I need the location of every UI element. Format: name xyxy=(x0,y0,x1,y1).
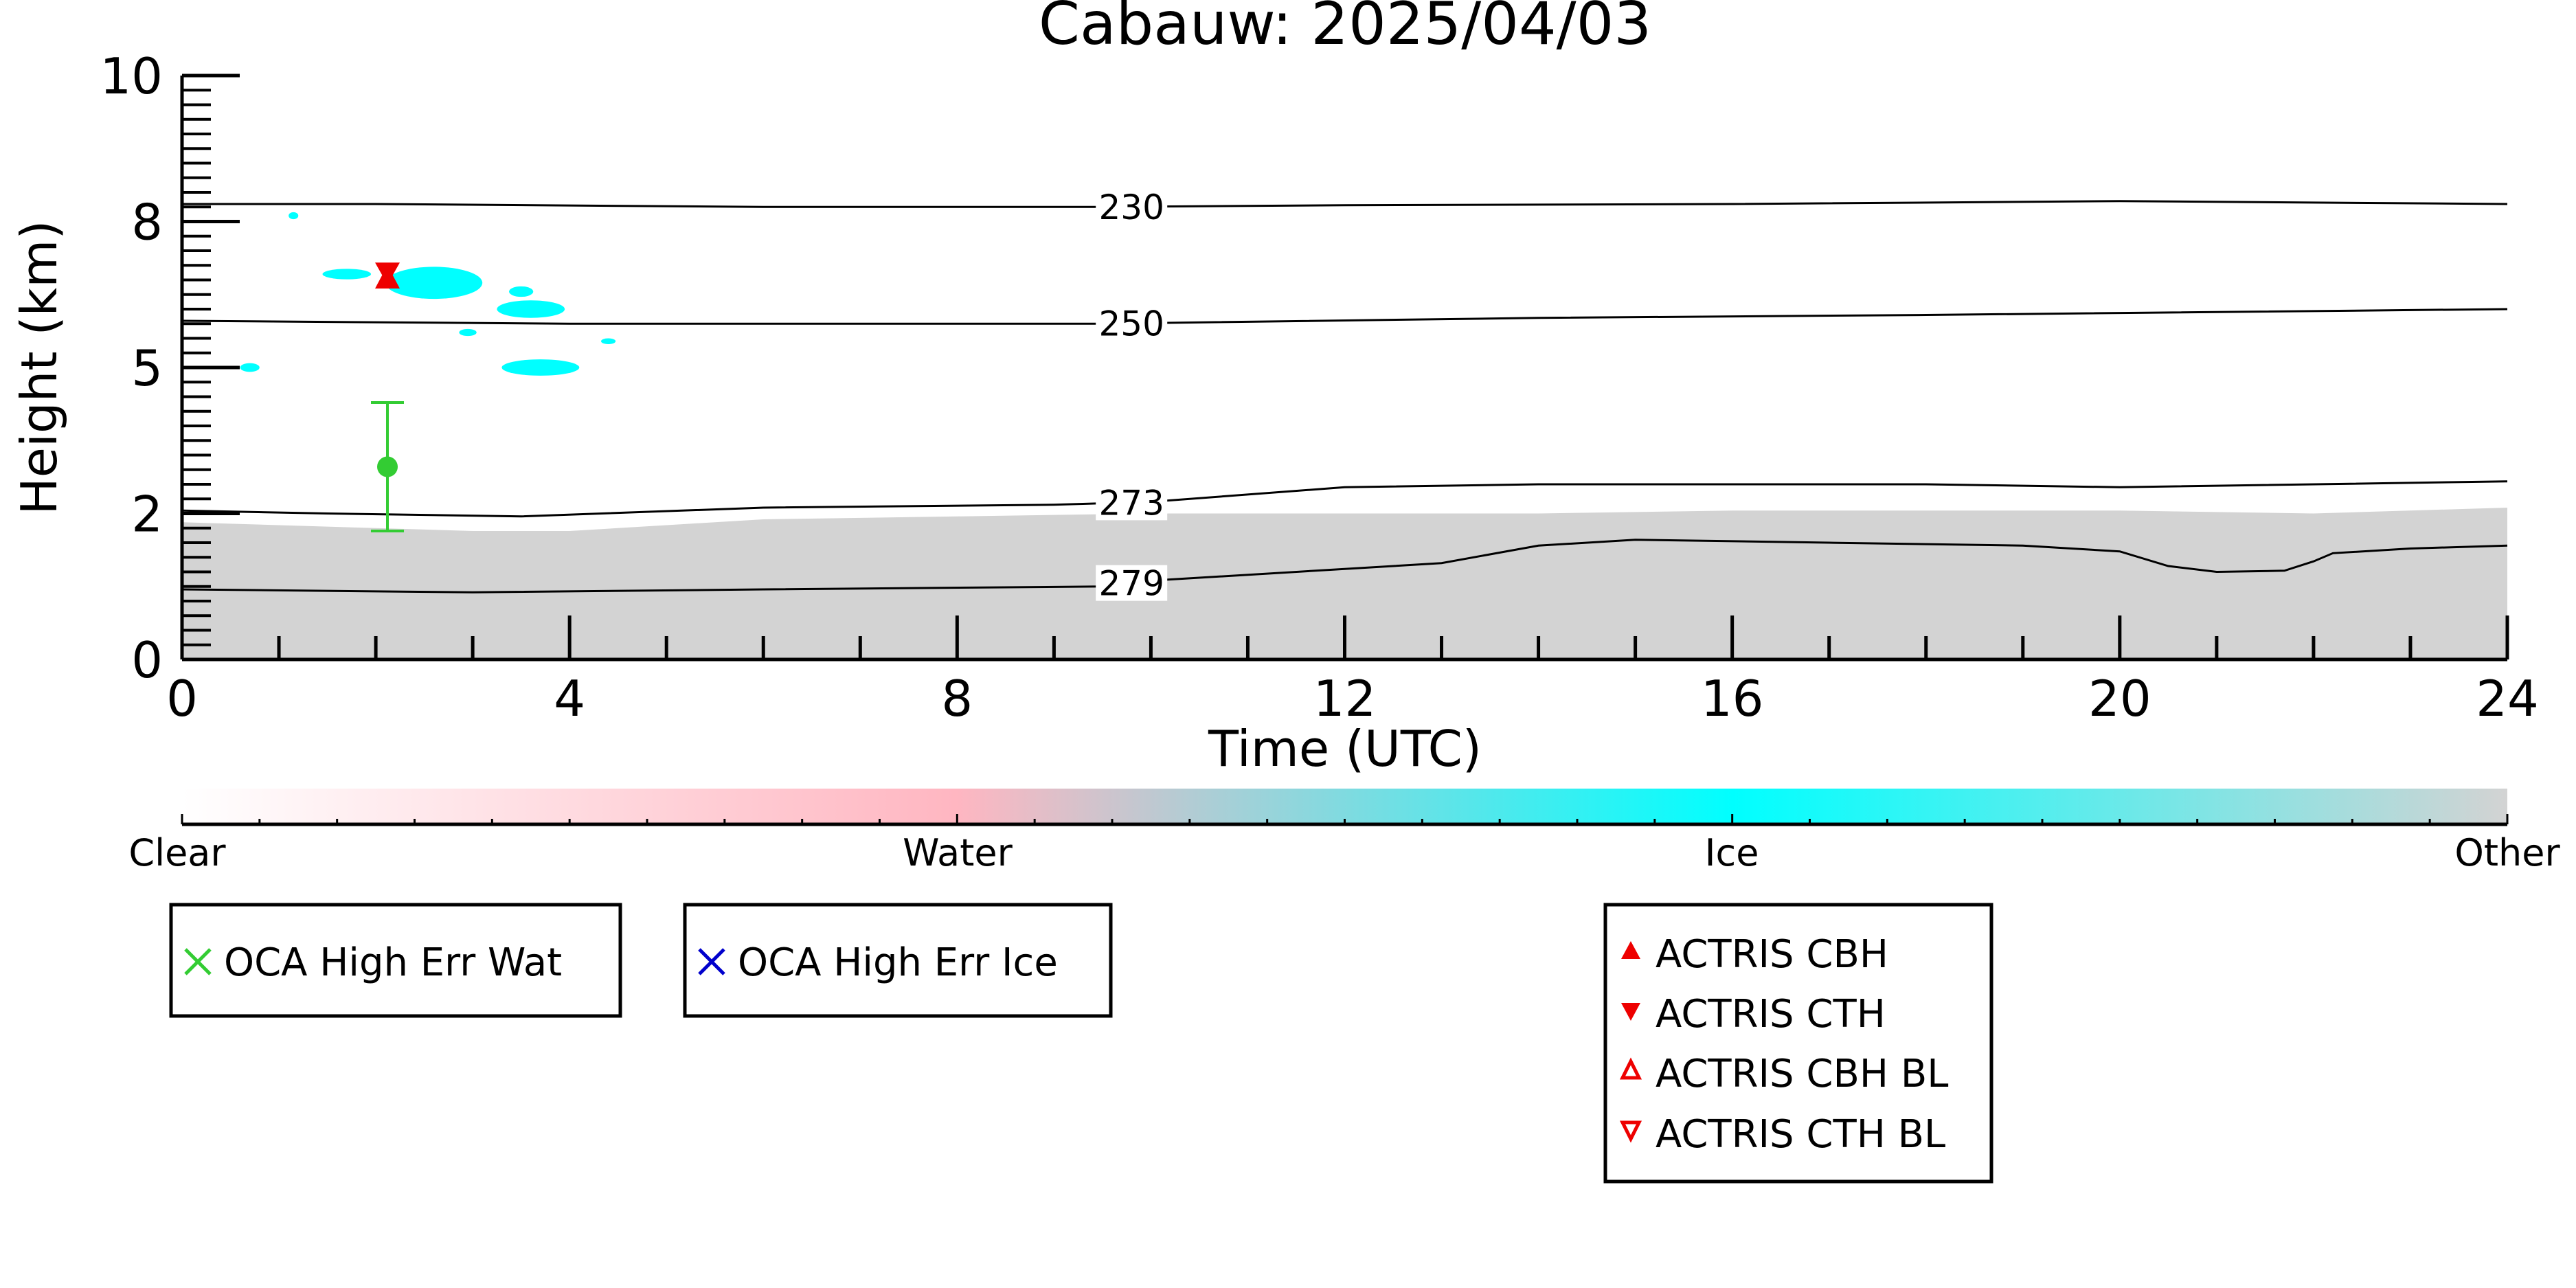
other-classification-area xyxy=(182,508,2507,659)
isotherm-250 xyxy=(181,308,2508,325)
legend-oca-water: OCA High Err Wat xyxy=(169,903,622,1018)
x-tick-label: 8 xyxy=(941,670,973,727)
x-tick-label: 4 xyxy=(554,670,585,727)
oca-water-point xyxy=(377,456,398,477)
y-tick-label: 10 xyxy=(100,47,163,105)
colorbar-label-ice: Ice xyxy=(1705,831,1759,874)
isotherm-label: 279 xyxy=(1098,564,1164,604)
ice-cloud-patch xyxy=(501,359,580,376)
ice-cloud-patch xyxy=(289,212,299,220)
ice-cloud-patch xyxy=(497,300,565,318)
actris-cbh-bl-icon xyxy=(1619,1057,1642,1080)
oca-water-x-icon xyxy=(184,948,212,975)
colorbar-label-clear: Clear xyxy=(128,831,226,874)
x-tick-label: 12 xyxy=(1313,670,1377,727)
ice-cloud-patch xyxy=(322,269,372,280)
isotherm-273 xyxy=(181,480,2508,518)
legend-actris: ACTRIS CBH ACTRIS CTH ACTRIS CBH BL ACTR… xyxy=(1603,903,1993,1184)
chart-title: Cabauw: 2025/04/03 xyxy=(1039,0,1651,58)
y-axis-label: Height (km) xyxy=(10,221,68,515)
y-tick-label: 0 xyxy=(131,631,163,689)
actris-cth-marker xyxy=(375,262,400,285)
oca-ice-x-icon xyxy=(698,948,725,975)
legend-oca-ice-label: OCA High Err Ice xyxy=(738,940,1058,985)
y-tick-label: 5 xyxy=(131,339,163,397)
ice-cloud-patch xyxy=(240,363,260,372)
y-tick-label: 8 xyxy=(131,194,163,251)
x-tick-label: 24 xyxy=(2476,670,2539,727)
y-tick-label: 2 xyxy=(131,486,163,543)
x-axis-label: Time (UTC) xyxy=(1208,720,1482,778)
actris-cbh-icon xyxy=(1621,941,1640,959)
legend-oca-ice: OCA High Err Ice xyxy=(683,903,1113,1018)
isotherm-label: 250 xyxy=(1098,304,1164,344)
actris-cth-bl-icon xyxy=(1619,1120,1642,1143)
isotherm-label-bg xyxy=(1096,305,1168,341)
colorbar-gradient xyxy=(182,789,2507,824)
isotherm-label-bg xyxy=(1096,565,1168,601)
isotherm-230 xyxy=(182,200,2508,208)
legend-actris-cth: ACTRIS CTH xyxy=(1656,992,1886,1037)
colorbar: Clear Water Ice Other xyxy=(128,789,2560,874)
isotherm-label-bg xyxy=(1096,188,1168,225)
x-tick-label: 0 xyxy=(166,670,198,727)
legend-actris-cth-bl: ACTRIS CTH BL xyxy=(1656,1112,1945,1157)
legend-actris-cbh: ACTRIS CBH xyxy=(1656,932,1888,977)
x-tick-label: 16 xyxy=(1701,670,1764,727)
isotherm-label-bg xyxy=(1096,484,1168,521)
ice-cloud-patch xyxy=(601,338,616,344)
ice-cloud-patch xyxy=(509,286,534,297)
ice-cloud-patch xyxy=(459,328,477,337)
legend-oca-water-label: OCA High Err Wat xyxy=(224,940,562,985)
isotherm-label: 230 xyxy=(1098,188,1164,227)
legend-actris-cbh-bl: ACTRIS CBH BL xyxy=(1656,1052,1948,1096)
isotherm-label: 273 xyxy=(1098,483,1164,523)
x-tick-label: 20 xyxy=(2088,670,2151,727)
ice-cloud-patch xyxy=(385,267,483,300)
colorbar-label-other: Other xyxy=(2454,831,2560,874)
colorbar-label-water: Water xyxy=(903,831,1013,874)
actris-cth-icon xyxy=(1621,1003,1640,1021)
